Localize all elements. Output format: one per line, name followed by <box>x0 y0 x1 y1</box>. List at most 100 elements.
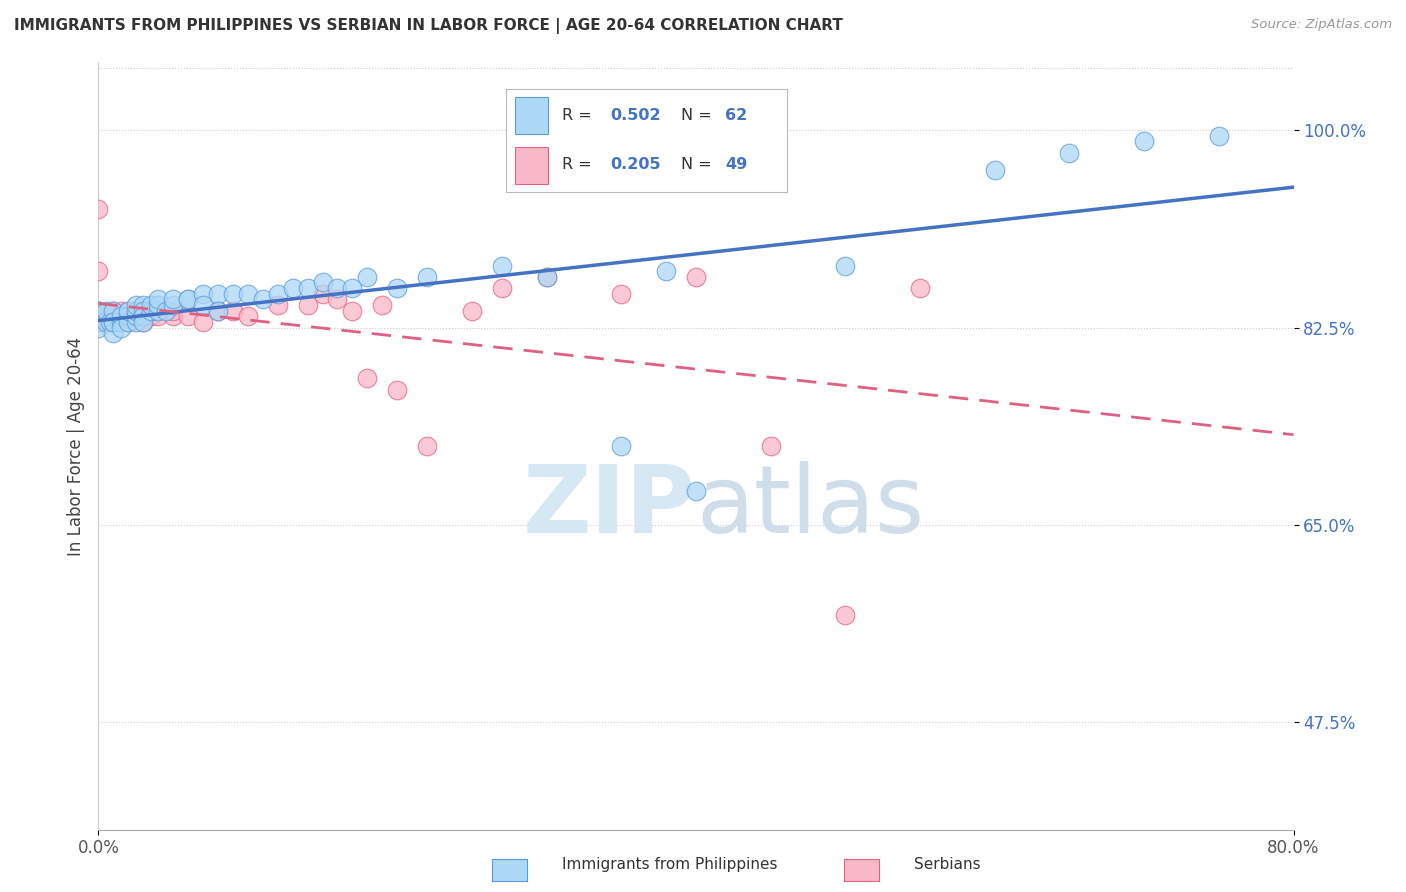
Point <box>117 303 139 318</box>
Point <box>297 298 319 312</box>
Point <box>139 310 162 324</box>
Point <box>87 303 110 318</box>
Point <box>385 281 409 295</box>
Point <box>148 293 170 307</box>
Point <box>132 315 155 329</box>
Point <box>132 310 155 324</box>
Point <box>177 293 200 307</box>
Point <box>103 315 125 329</box>
Point <box>610 286 633 301</box>
Point <box>110 320 132 334</box>
Point <box>207 303 229 318</box>
Text: N =: N = <box>681 157 717 172</box>
Point <box>207 286 229 301</box>
Point <box>356 371 378 385</box>
Point <box>103 315 125 329</box>
Point <box>177 310 200 324</box>
Point <box>94 310 117 324</box>
Point <box>87 315 110 329</box>
Point <box>834 259 856 273</box>
Point <box>117 310 139 324</box>
Point <box>356 269 378 284</box>
Point <box>1208 128 1230 143</box>
Point <box>162 310 184 324</box>
Point <box>110 310 132 324</box>
Point <box>139 298 162 312</box>
Point <box>222 286 245 301</box>
Point <box>222 303 245 318</box>
Point <box>416 439 439 453</box>
Point <box>252 293 274 307</box>
Point <box>139 303 162 318</box>
Point <box>103 326 125 341</box>
Point <box>117 310 139 324</box>
Point <box>191 286 214 301</box>
Point <box>236 286 259 301</box>
Point <box>326 293 349 307</box>
Point <box>155 303 177 318</box>
Point <box>267 286 290 301</box>
Text: R =: R = <box>562 108 598 123</box>
Point <box>87 310 110 324</box>
Point <box>326 281 349 295</box>
Text: Immigrants from Philippines: Immigrants from Philippines <box>562 857 778 872</box>
Point <box>148 303 170 318</box>
Point <box>87 303 110 318</box>
Point <box>281 281 304 295</box>
Point <box>342 303 364 318</box>
Point <box>385 383 409 397</box>
Point <box>98 315 122 329</box>
Point <box>191 315 214 329</box>
Point <box>536 269 558 284</box>
Point <box>132 298 155 312</box>
Point <box>162 298 184 312</box>
Point <box>87 320 110 334</box>
Text: 0.205: 0.205 <box>610 157 661 172</box>
Point <box>132 315 155 329</box>
Point <box>94 315 117 329</box>
FancyBboxPatch shape <box>515 97 548 135</box>
Text: Serbians: Serbians <box>914 857 980 872</box>
Point <box>162 303 184 318</box>
Point <box>416 269 439 284</box>
Point <box>132 303 155 318</box>
Point <box>655 264 678 278</box>
Point <box>110 310 132 324</box>
Point <box>148 298 170 312</box>
Text: R =: R = <box>562 157 598 172</box>
Point <box>191 298 214 312</box>
Point <box>87 202 110 216</box>
Point <box>297 281 319 295</box>
Point <box>103 303 125 318</box>
Point <box>125 310 148 324</box>
Point <box>491 281 513 295</box>
Y-axis label: In Labor Force | Age 20-64: In Labor Force | Age 20-64 <box>66 336 84 556</box>
Point <box>1133 135 1156 149</box>
Point <box>110 315 132 329</box>
Point <box>207 303 229 318</box>
Point <box>236 310 259 324</box>
Point <box>162 293 184 307</box>
Point <box>177 293 200 307</box>
Text: 62: 62 <box>725 108 748 123</box>
Point <box>371 298 394 312</box>
Point <box>685 484 707 499</box>
Point <box>342 281 364 295</box>
Point <box>311 276 333 290</box>
Text: atlas: atlas <box>696 461 924 553</box>
Point <box>125 310 148 324</box>
Point <box>103 310 125 324</box>
Point <box>87 303 110 318</box>
Point <box>536 269 558 284</box>
Point <box>685 269 707 284</box>
Text: ZIP: ZIP <box>523 461 696 553</box>
Point <box>834 608 856 623</box>
Point <box>759 439 782 453</box>
Text: IMMIGRANTS FROM PHILIPPINES VS SERBIAN IN LABOR FORCE | AGE 20-64 CORRELATION CH: IMMIGRANTS FROM PHILIPPINES VS SERBIAN I… <box>14 18 844 34</box>
FancyBboxPatch shape <box>515 146 548 184</box>
Text: 0.502: 0.502 <box>610 108 661 123</box>
Point <box>98 315 122 329</box>
Point <box>125 303 148 318</box>
Text: 49: 49 <box>725 157 748 172</box>
Point <box>87 264 110 278</box>
